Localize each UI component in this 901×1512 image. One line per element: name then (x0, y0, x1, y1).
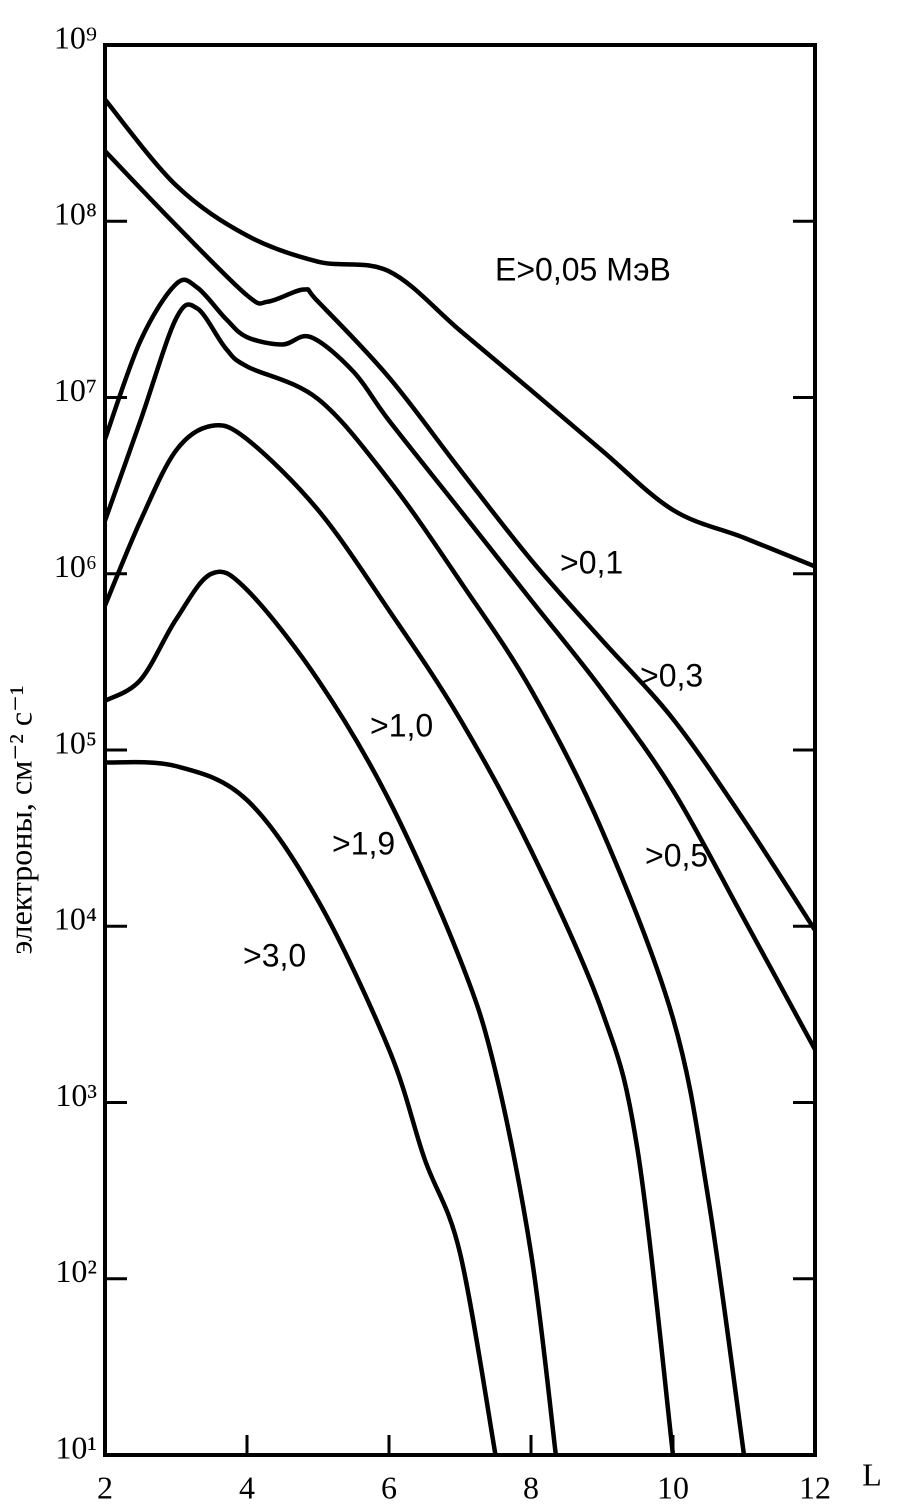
series-line (103, 569, 559, 1456)
y-tick-label: 10⁵ (54, 724, 97, 760)
series-label: >1,0 (370, 707, 433, 743)
x-tick-label: 12 (799, 1469, 831, 1505)
plot-frame (103, 43, 817, 1457)
series-label: >3,0 (243, 937, 306, 973)
x-tick-label: 4 (239, 1469, 255, 1505)
series-line (102, 302, 747, 1456)
x-tick-label: 10 (657, 1469, 689, 1505)
series-label: >0,5 (645, 837, 708, 873)
y-tick-label: 10² (55, 1253, 97, 1289)
y-tick-label: 10⁹ (54, 19, 97, 55)
y-tick-label: 10¹ (55, 1429, 97, 1465)
y-tick-label: 10³ (55, 1077, 97, 1113)
series-label: E>0,05 МэВ (495, 251, 671, 287)
series-label: >1,9 (332, 825, 395, 861)
series-label: >0,1 (560, 544, 623, 580)
series-line (103, 98, 816, 569)
y-tick-label: 10⁶ (54, 548, 97, 584)
series-label: >0,3 (640, 657, 703, 693)
series-line (104, 759, 498, 1456)
y-tick-label: 10⁴ (54, 901, 97, 937)
series-line (103, 149, 817, 932)
x-tick-label: 2 (97, 1469, 113, 1505)
y-tick-label: 10⁸ (54, 196, 97, 232)
series-line (102, 422, 676, 1456)
y-tick-label: 10⁷ (54, 372, 97, 408)
x-axis-label: L (862, 1456, 882, 1492)
series-line (102, 277, 817, 1051)
y-axis-label: электроны, см⁻² с⁻¹ (2, 685, 38, 954)
x-tick-label: 6 (381, 1469, 397, 1505)
x-tick-label: 8 (523, 1469, 539, 1505)
